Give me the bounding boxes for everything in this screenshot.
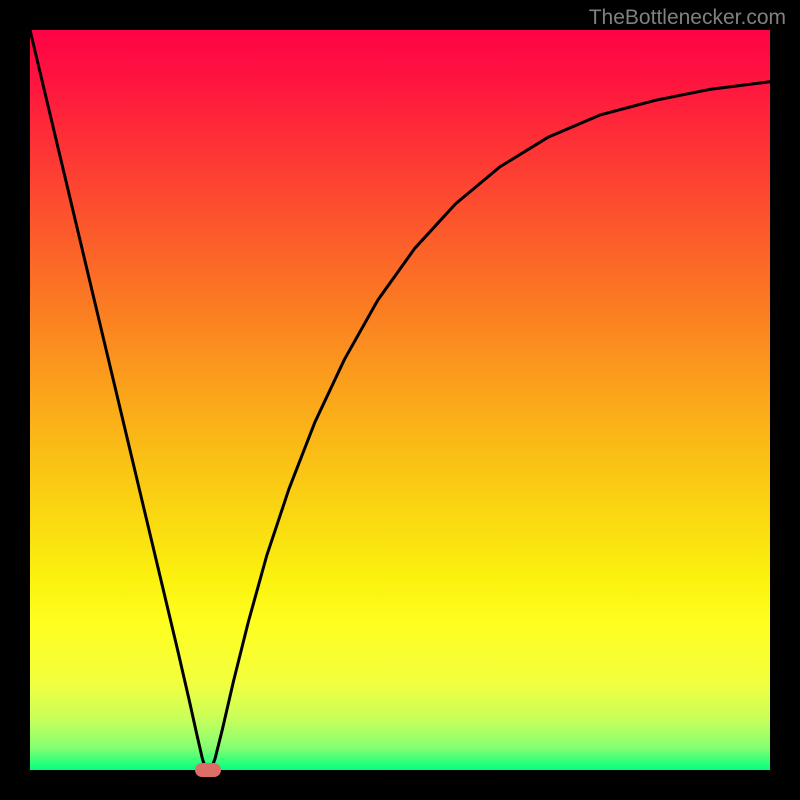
current-point-marker [195,763,221,777]
watermark-label: TheBottlenecker.com [589,6,786,30]
bottleneck-chart [30,30,770,770]
chart-background [30,30,770,770]
